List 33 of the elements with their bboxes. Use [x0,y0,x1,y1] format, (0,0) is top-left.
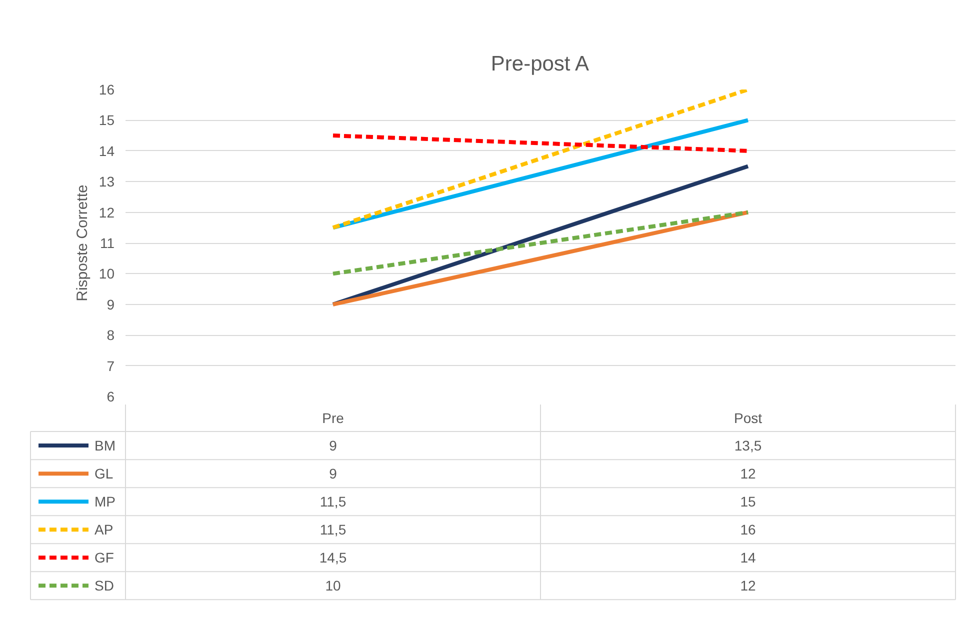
y-tick-label: 11 [100,235,115,251]
data-label: 9 [329,438,338,454]
y-tick-label: 12 [98,204,115,220]
data-label: 14 [740,550,756,566]
data-label: 12 [740,578,756,594]
y-tick-label: 16 [98,82,115,98]
y-tick-label: 9 [106,296,115,312]
data-label: 10 [325,578,341,594]
data-label: 15 [740,494,756,510]
y-axis-title: Risposte Corrette [74,184,91,302]
legend-label: GF [94,550,114,566]
data-label: 14,5 [319,550,347,566]
legend-label: BM [94,438,116,454]
y-tick-label: 8 [106,327,115,344]
y-tick-label: 14 [98,142,115,159]
y-tick-label: 10 [98,266,115,282]
legend-label: AP [94,522,114,538]
x-tick-label: Post [734,410,762,426]
data-label: 11,5 [320,494,346,510]
data-label: 12 [740,466,756,482]
chart-title: Pre-post A [490,52,589,76]
x-tick-label: Pre [322,410,344,426]
y-tick-label: 7 [106,358,115,374]
y-tick-label: 15 [98,112,115,128]
data-label: 11,5 [320,522,346,538]
legend-label: SD [94,578,114,594]
data-label: 16 [740,522,756,538]
data-label: 9 [329,466,338,482]
data-label: 13,5 [734,438,762,454]
legend-label: GL [94,466,114,482]
legend-label: MP [94,494,116,510]
y-tick-label: 6 [106,388,115,404]
y-tick-label: 13 [98,174,115,190]
